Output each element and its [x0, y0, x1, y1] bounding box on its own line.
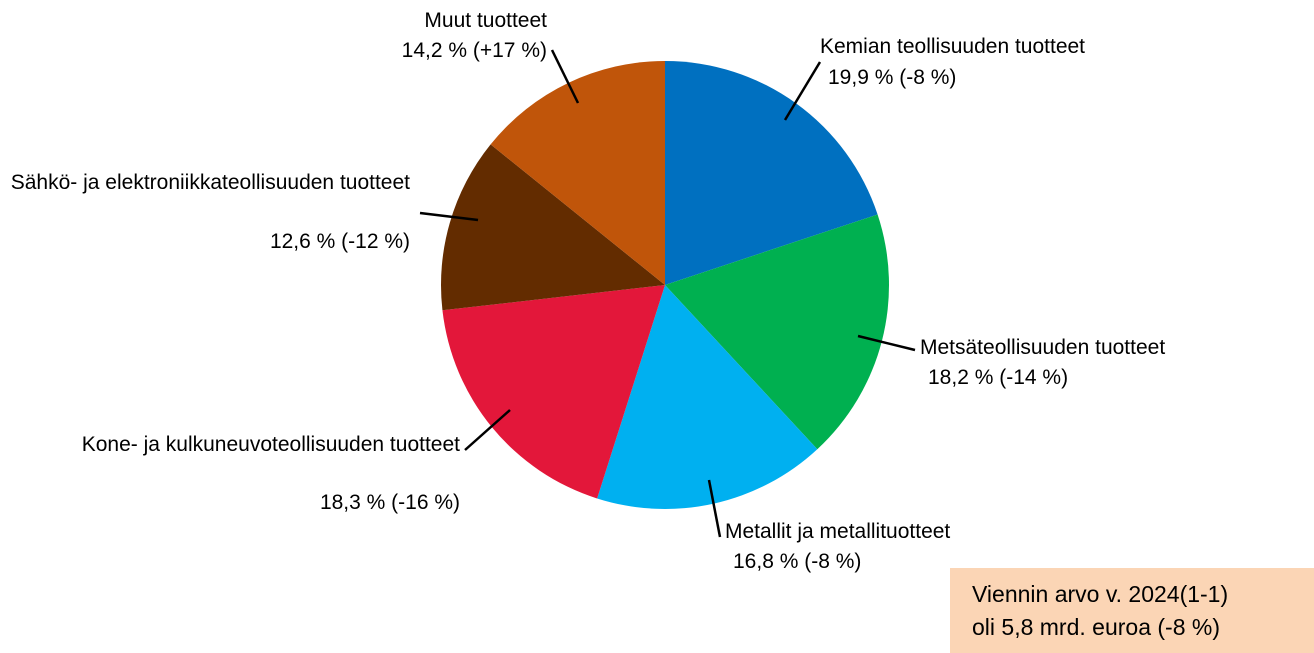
value-label: 18,2 % (-14 %) [928, 366, 1069, 389]
slice-label: Muut tuotteet [424, 9, 547, 32]
leader-line [464, 409, 511, 451]
leader-line [419, 211, 479, 222]
slice-label: Kemian teollisuuden tuotteet [820, 35, 1086, 58]
pie-slice [490, 61, 665, 285]
value-label: 12,6 % (-12 %) [269, 230, 410, 253]
value-label: 16,8 % (-8 %) [733, 550, 862, 573]
value-label: 19,9 % (-8 %) [828, 66, 957, 89]
leader-line [783, 61, 822, 121]
annotation-box: Viennin arvo v. 2024(1-1) oli 5,8 mrd. e… [950, 568, 1314, 653]
leader-line [550, 49, 580, 104]
value-label: 14,2 % (+17 %) [401, 39, 547, 62]
pie-slice [597, 285, 818, 509]
slice-label: Kone- ja kulkuneuvoteollisuuden tuotteet [81, 433, 460, 456]
pie-slice [665, 214, 889, 450]
leader-line [707, 479, 722, 538]
slice-label: Metallit ja metallituotteet [725, 520, 951, 543]
annotation-line: oli 5,8 mrd. euroa (-8 %) [972, 614, 1220, 640]
annotation-line: Viennin arvo v. 2024(1-1) [972, 581, 1229, 607]
slice-label: Metsäteollisuuden tuotteet [920, 336, 1166, 359]
pie-slice [441, 144, 665, 311]
pie-slice [442, 285, 665, 499]
leader-line [857, 334, 916, 352]
pie-slice [665, 61, 878, 285]
value-label: 18,3 % (-16 %) [319, 491, 460, 514]
slice-label: Sähkö- ja elektroniikkateollisuuden tuot… [10, 171, 410, 194]
